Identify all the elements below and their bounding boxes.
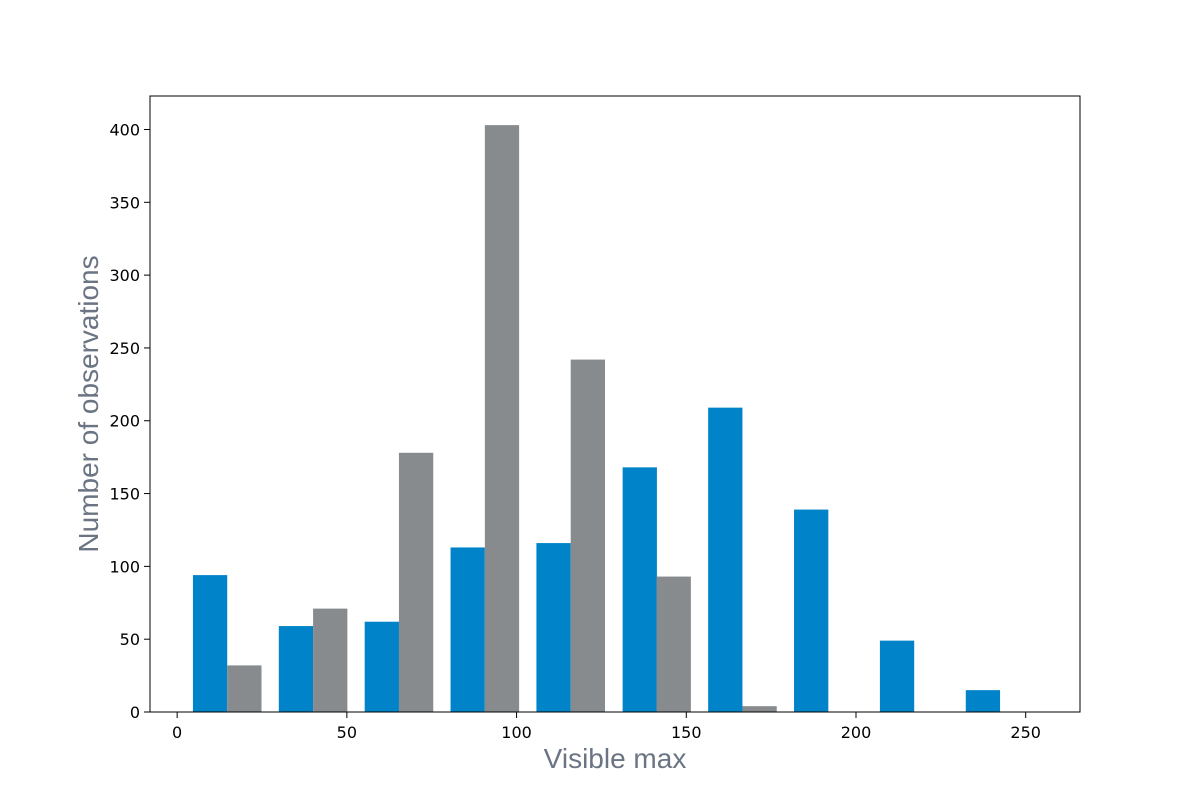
y-axis-label: Number of observations — [73, 255, 104, 552]
x-axis-label: Visible max — [544, 743, 687, 774]
x-tick-label: 150 — [671, 723, 702, 742]
bar-series1-1 — [278, 626, 314, 712]
bars-layer — [192, 125, 1001, 712]
bar-series1-7 — [794, 509, 829, 712]
bar-series2-3 — [484, 125, 520, 712]
x-tick-label: 0 — [172, 723, 182, 742]
y-tick-label: 200 — [109, 412, 140, 431]
x-axis: 0 50 100 150 200 250 — [172, 712, 1041, 742]
x-tick-label: 50 — [337, 723, 357, 742]
bar-series1-2 — [364, 621, 399, 712]
bar-series2-5 — [656, 576, 691, 712]
y-axis: 0 50 100 150 200 250 300 350 400 — [109, 120, 150, 722]
bar-series2-0 — [227, 665, 262, 712]
bar-series1-4 — [536, 543, 571, 712]
bar-series2-4 — [570, 359, 605, 712]
bar-series2-1 — [313, 608, 348, 712]
plot-frame — [149, 95, 1081, 713]
y-tick-label: 350 — [109, 193, 140, 212]
y-tick-label: 100 — [109, 557, 140, 576]
x-tick-label: 200 — [841, 723, 872, 742]
y-tick-label: 250 — [109, 339, 140, 358]
x-tick-label: 250 — [1010, 723, 1041, 742]
x-tick-label: 100 — [501, 723, 532, 742]
y-tick-label: 400 — [109, 120, 140, 139]
bar-series2-2 — [398, 452, 434, 712]
bar-series1-8 — [879, 640, 915, 712]
y-tick-label: 0 — [130, 703, 140, 722]
bar-series1-0 — [192, 575, 228, 712]
bar-series1-6 — [708, 407, 743, 712]
y-tick-label: 50 — [120, 630, 140, 649]
bar-series1-5 — [622, 467, 657, 712]
y-tick-label: 150 — [109, 485, 140, 504]
bar-series1-9 — [965, 690, 1001, 712]
bar-series1-3 — [450, 547, 485, 712]
y-tick-label: 300 — [109, 266, 140, 285]
bar-series2-6 — [742, 706, 777, 712]
